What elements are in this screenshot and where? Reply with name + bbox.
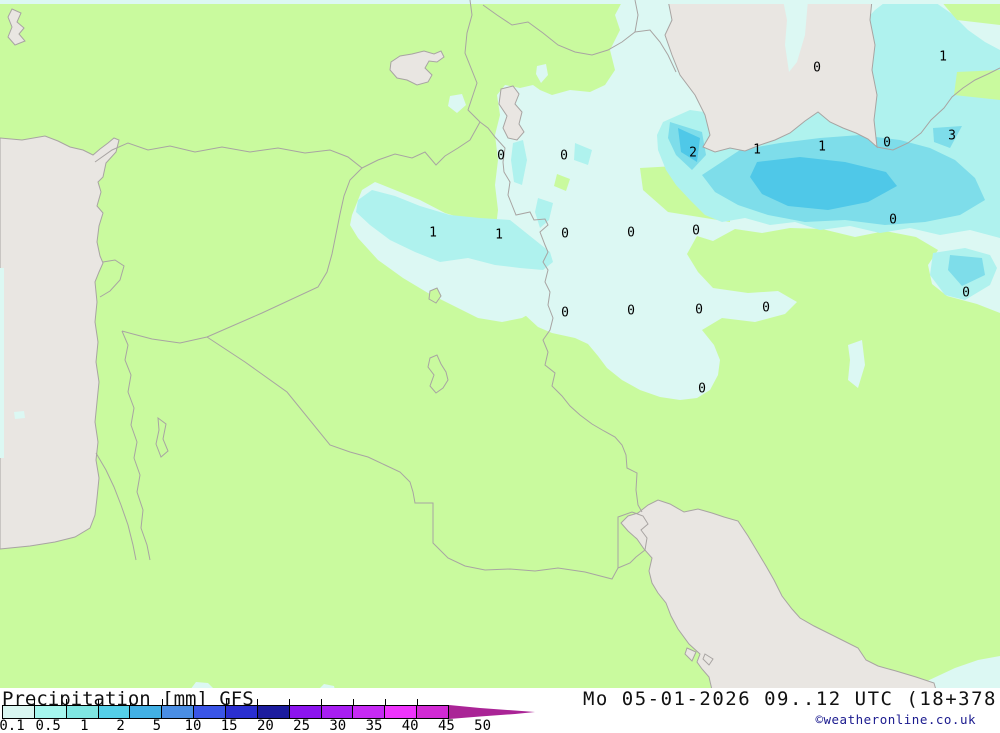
border-armenia-branch (634, 0, 639, 33)
persian-gulf (620, 499, 936, 688)
scale-tick-label: 5 (152, 718, 162, 733)
scale-tick-label: 25 (293, 718, 311, 733)
border-syria-iraq (206, 167, 363, 338)
copyright-link[interactable]: ©weatheronline.co.uk (815, 712, 976, 727)
scale-tick-mark (225, 699, 227, 705)
scale-tick-mark (257, 699, 259, 705)
scale-tick-label: 35 (365, 718, 383, 733)
lake-small (428, 287, 442, 304)
map-title: Precipitation [mm] GFS (2, 688, 254, 710)
scale-tick-label: 2 (116, 718, 125, 733)
scale-tick-label: 30 (329, 718, 347, 733)
border-israel-egypt (95, 452, 137, 561)
precipitation-map (0, 0, 1000, 688)
bahrain-island-2 (702, 653, 714, 666)
lake-van (389, 50, 445, 86)
scale-tick-label: 20 (256, 718, 274, 733)
color-scale-bar (2, 705, 449, 719)
scale-color-segment (257, 706, 290, 718)
sea-layer (0, 0, 936, 688)
scale-color-segment (226, 706, 258, 718)
lake-urmia (498, 85, 525, 141)
forecast-datetime: Mo 05-01-2026 09..12 UTC (18+378 (582, 688, 997, 710)
scale-tick-mark (353, 699, 355, 705)
scale-color-segment (66, 706, 99, 718)
scale-color-segment (98, 706, 131, 718)
scale-tick-mark (97, 699, 99, 705)
scale-color-segment (353, 706, 386, 718)
scale-color-segment (321, 706, 354, 718)
border-turkey (94, 0, 481, 169)
border-lebanon (99, 259, 125, 298)
border-lines (94, 0, 1000, 580)
scale-color-segment (3, 706, 35, 718)
border-iran-iraq (479, 121, 643, 513)
precip-layer-intense (678, 128, 897, 210)
scale-tick-label: 50 (474, 718, 492, 733)
border-iran-turkmenistan (876, 67, 1000, 151)
precip-overlay-bits (0, 0, 1000, 688)
outlined-lakes (155, 287, 449, 458)
caspian-sea (664, 0, 878, 153)
border-kuwait (617, 511, 649, 569)
scale-tick-label: 40 (401, 718, 419, 733)
scale-color-segment (289, 706, 322, 718)
border-armenia (482, 4, 677, 73)
scale-overflow-arrow-icon (449, 705, 535, 719)
scale-color-segment (385, 706, 418, 718)
scale-tick-label: 45 (437, 718, 455, 733)
mediterranean-sea (0, 135, 120, 550)
lake-tharthar (427, 354, 449, 394)
scale-tick-mark (33, 699, 35, 705)
border-iraq-saudi (206, 336, 619, 580)
scale-tick-label: 15 (220, 718, 238, 733)
scale-tick-label: 1 (80, 718, 89, 733)
scale-tick-mark (321, 699, 323, 705)
border-jordan-valley (121, 330, 151, 561)
scale-tick-mark (161, 699, 163, 705)
legend-bar: Precipitation [mm] GFS Mo 05-01-2026 09.… (0, 688, 1000, 733)
scale-tick-mark (417, 699, 419, 705)
scale-tick-mark (193, 699, 195, 705)
scale-color-segment (162, 706, 195, 718)
scale-tick-mark (65, 699, 67, 705)
scale-tick-mark (289, 699, 291, 705)
border-syria-jordan (121, 330, 208, 344)
scale-tick-mark (129, 699, 131, 705)
lake-tuz (7, 8, 26, 46)
bahrain-island (684, 647, 697, 662)
land-corner-wedges (940, 0, 1000, 100)
scale-color-segment (417, 706, 449, 718)
scale-color-segment (194, 706, 227, 718)
scale-tick-label: 10 (184, 718, 202, 733)
scale-color-segment (34, 706, 67, 718)
scale-tick-mark (385, 699, 387, 705)
dead-sea (155, 416, 169, 458)
scale-color-segment (130, 706, 163, 718)
scale-tick-label: 0.5 (35, 718, 61, 733)
scale-tick-label: 0.1 (0, 718, 25, 733)
